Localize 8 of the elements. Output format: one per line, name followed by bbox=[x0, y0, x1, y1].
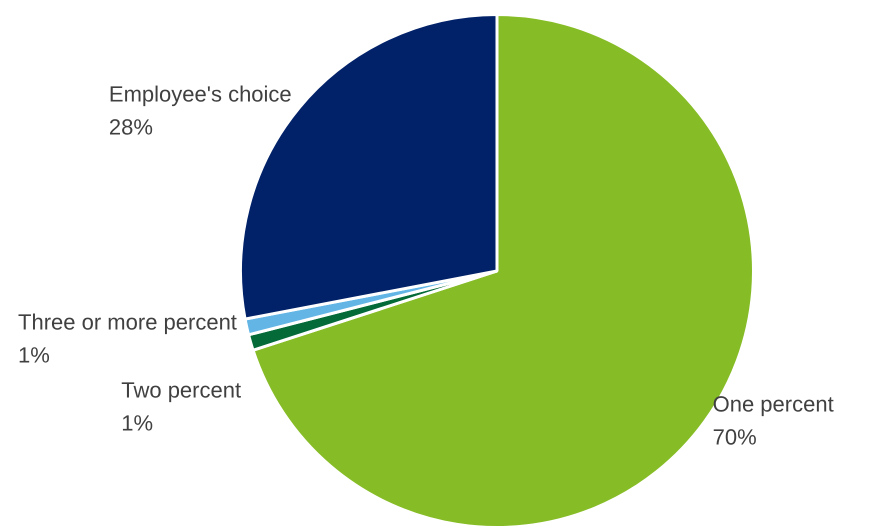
slice-label: Three or more percent bbox=[18, 310, 237, 335]
data-label: 1% bbox=[18, 342, 50, 368]
slice-label: Two percent bbox=[121, 378, 242, 403]
slice-label: Employee's choice bbox=[108, 82, 292, 107]
slice-label: One percent bbox=[712, 392, 834, 417]
data-label: 1% bbox=[121, 410, 154, 436]
data-label: 70% bbox=[712, 424, 757, 450]
data-label: 28% bbox=[108, 114, 153, 140]
